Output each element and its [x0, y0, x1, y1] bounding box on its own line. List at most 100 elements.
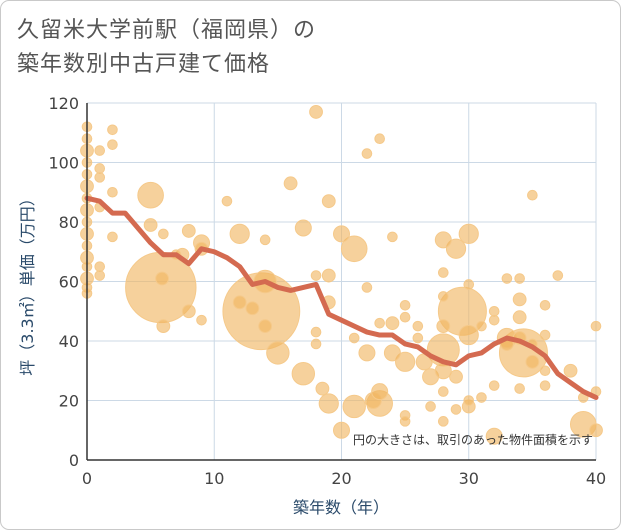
bubble-point[interactable]: [395, 351, 416, 372]
bubble-point[interactable]: [374, 317, 385, 329]
bubble-point[interactable]: [438, 416, 449, 427]
bubble-point[interactable]: [221, 195, 233, 207]
bubble-point[interactable]: [321, 194, 336, 209]
bubble-point[interactable]: [318, 393, 339, 414]
bubble-point[interactable]: [476, 392, 487, 403]
bubble-point[interactable]: [259, 234, 271, 246]
bubble-point[interactable]: [383, 344, 401, 362]
bubble-point[interactable]: [333, 421, 350, 439]
bubble-point[interactable]: [107, 231, 118, 243]
bubble-point[interactable]: [258, 319, 273, 334]
y-tick-label: 40: [59, 332, 79, 351]
bubble-point[interactable]: [310, 338, 322, 350]
bubble-point[interactable]: [458, 223, 479, 244]
bubble-point[interactable]: [143, 218, 158, 232]
bubble-point[interactable]: [501, 273, 513, 284]
bubble-point[interactable]: [385, 316, 400, 331]
bubble-point[interactable]: [438, 267, 449, 278]
bubble-point[interactable]: [342, 394, 366, 419]
bubble-point[interactable]: [196, 314, 207, 326]
bubble-point[interactable]: [488, 305, 500, 317]
y-axis-title: 坪（3.3㎡）単価（万円）: [18, 190, 37, 375]
bubble-point[interactable]: [438, 291, 449, 302]
bubble-point[interactable]: [283, 176, 298, 191]
bubble-point[interactable]: [181, 224, 196, 238]
chart-title: 久留米大学前駅（福岡県）の 築年数別中古戸建て価格: [17, 14, 316, 82]
y-tick-label: 120: [48, 94, 79, 113]
bubble-point[interactable]: [589, 423, 603, 438]
chart-title-line-1: 久留米大学前駅（福岡県）の: [17, 18, 317, 43]
bubble-point[interactable]: [107, 186, 118, 198]
bubble-point[interactable]: [512, 310, 527, 325]
bubble-point[interactable]: [476, 320, 487, 332]
bubble-point[interactable]: [358, 344, 376, 362]
bubble-point[interactable]: [94, 270, 106, 281]
bubble-point[interactable]: [94, 163, 106, 174]
bubble-point[interactable]: [371, 383, 389, 401]
bubble-point[interactable]: [310, 326, 322, 338]
bubble-point[interactable]: [340, 235, 368, 263]
chart-title-line-2: 築年数別中古戸建て価格: [17, 52, 271, 77]
x-tick-label: 40: [586, 469, 606, 488]
bubble-point[interactable]: [438, 386, 449, 397]
bubble-point[interactable]: [310, 270, 322, 281]
bubble-point[interactable]: [361, 148, 373, 159]
bubble-point[interactable]: [181, 304, 196, 319]
bubble-point[interactable]: [137, 181, 164, 209]
bubble-point[interactable]: [563, 363, 578, 378]
bubble-point[interactable]: [525, 354, 540, 369]
bubble-point[interactable]: [485, 427, 503, 445]
bubble-point[interactable]: [374, 133, 385, 144]
bubble-point[interactable]: [399, 416, 411, 427]
bubble-point[interactable]: [425, 401, 436, 412]
bubble-point[interactable]: [539, 380, 551, 391]
bubble-point[interactable]: [156, 319, 171, 334]
bubble-point[interactable]: [348, 332, 360, 344]
bubble-point[interactable]: [514, 273, 525, 284]
bubble-point[interactable]: [321, 268, 336, 283]
bubble-point[interactable]: [412, 332, 424, 344]
bubble-point[interactable]: [399, 300, 411, 311]
bubble-point[interactable]: [399, 311, 411, 323]
bubble-point[interactable]: [309, 105, 323, 119]
bubble-point[interactable]: [590, 320, 602, 332]
bubble-point[interactable]: [514, 383, 525, 394]
bubble-point[interactable]: [333, 225, 350, 243]
bubble-point[interactable]: [266, 341, 290, 365]
bubble-point[interactable]: [463, 279, 475, 290]
bubble-point[interactable]: [291, 362, 316, 386]
bubble-point[interactable]: [527, 189, 538, 201]
bubble-point[interactable]: [294, 219, 312, 237]
bubble-point[interactable]: [158, 228, 169, 240]
bubble-point[interactable]: [539, 365, 551, 377]
bubble-point[interactable]: [94, 145, 106, 156]
bubble-point[interactable]: [450, 404, 462, 415]
x-tick-label: 10: [204, 469, 224, 488]
bubble-point[interactable]: [412, 320, 424, 332]
bubble-point[interactable]: [449, 369, 463, 384]
bubble-point[interactable]: [436, 319, 451, 334]
bubble-point[interactable]: [387, 231, 398, 243]
bubble-point[interactable]: [155, 271, 169, 286]
bubble-point[interactable]: [245, 301, 260, 316]
bubble-point[interactable]: [488, 380, 500, 391]
bubble-point[interactable]: [552, 270, 564, 281]
bubble-point[interactable]: [445, 238, 467, 259]
trend-line: [84, 195, 599, 401]
bubble-point[interactable]: [434, 231, 452, 249]
bubble-point[interactable]: [512, 292, 527, 307]
bubble-point[interactable]: [539, 300, 551, 311]
bubble-point[interactable]: [232, 295, 247, 310]
bubble-point[interactable]: [488, 314, 500, 326]
bubble-point[interactable]: [458, 324, 479, 346]
bubble-point[interactable]: [315, 381, 330, 396]
bubble-point[interactable]: [107, 124, 118, 136]
bubble-point[interactable]: [229, 223, 250, 244]
bubble-point[interactable]: [94, 261, 106, 272]
bubble-point[interactable]: [107, 139, 118, 150]
bubble-point[interactable]: [463, 395, 475, 406]
bubble-point[interactable]: [539, 329, 551, 341]
bubble-point[interactable]: [361, 282, 373, 293]
bubble-point[interactable]: [94, 172, 106, 183]
